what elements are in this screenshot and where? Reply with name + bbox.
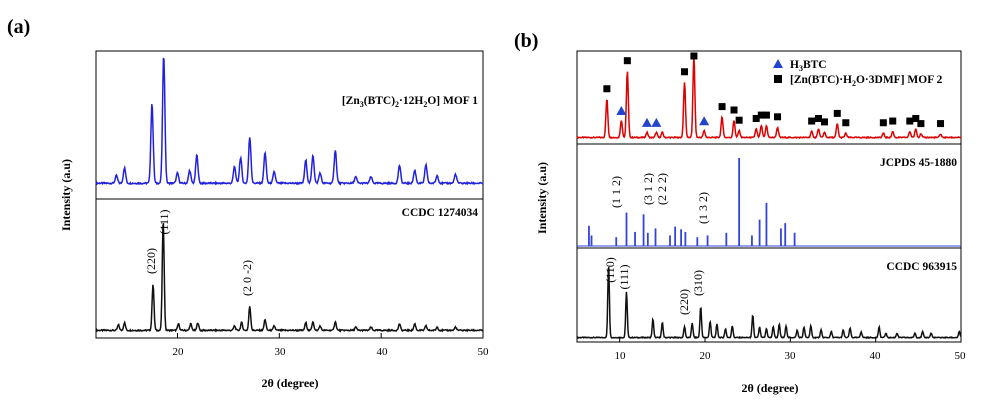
triangle-marker-icon	[616, 106, 627, 115]
y-axis-title: Intensity (a.u)	[59, 159, 73, 231]
square-marker-icon	[762, 111, 770, 119]
x-tick-label: 40	[377, 346, 389, 358]
mof1-pattern-line	[95, 57, 484, 186]
peak-annotation: (2 2 2)	[655, 173, 669, 205]
panel-a-frame-bottom	[95, 198, 484, 339]
panel-b-frame-top	[576, 50, 962, 145]
mof2-pattern-line	[576, 56, 962, 140]
square-marker-icon	[917, 120, 925, 128]
x-tick-label: 10	[615, 350, 627, 362]
triangle-marker-icon	[651, 117, 662, 127]
square-marker-icon	[937, 120, 945, 128]
square-marker-icon	[735, 116, 743, 124]
x-tick-label: 50	[955, 350, 967, 362]
triangle-marker-icon	[641, 117, 652, 127]
square-marker-icon	[774, 113, 782, 121]
panel-b-traces	[576, 52, 962, 342]
square-marker-icon	[718, 103, 726, 111]
x-tick-label: 30	[785, 350, 797, 362]
peak-annotation: (3 1 2)	[641, 173, 655, 205]
x-axis-title: 2θ (degree)	[261, 376, 318, 390]
peak-annotation: (310)	[691, 270, 705, 296]
square-marker-icon	[757, 111, 765, 119]
x-tick-label: 20	[700, 350, 712, 362]
panel-a-label: (a)	[7, 16, 30, 38]
square-marker-icon	[774, 75, 782, 83]
peak-annotation: (220)	[144, 248, 158, 274]
square-marker-icon	[690, 52, 698, 60]
series-label: CCDC 963915	[886, 261, 957, 273]
square-marker-icon	[842, 119, 850, 127]
square-marker-icon	[752, 114, 760, 122]
panel-a-x-axis: 20 30 40 50	[173, 333, 490, 358]
panel-a: (a) 20 30 40 50 2θ (degree) Intensity (a…	[7, 16, 489, 390]
x-axis-title: 2θ (degree)	[741, 381, 798, 395]
peak-annotation: (220)	[677, 289, 691, 315]
series-label: [Zn3(BTC)2·12H2O] MOF 1	[342, 95, 478, 109]
x-tick-label: 40	[870, 350, 882, 362]
peak-annotation: (1 1 2)	[609, 176, 623, 208]
square-marker-icon	[912, 115, 920, 122]
square-marker-icon	[889, 117, 897, 125]
ccdc-963915-pattern-line	[576, 267, 962, 340]
legend-label: H3BTC	[790, 59, 827, 73]
panel-b-label: (b)	[514, 30, 538, 52]
triangle-marker-icon	[699, 116, 710, 126]
legend-label: [Zn(BTC)·H2O·3DMF] MOF 2	[790, 74, 943, 88]
square-marker-icon	[623, 57, 631, 65]
square-marker-icon	[879, 119, 887, 127]
x-tick-label: 30	[275, 346, 287, 358]
square-marker-icon	[603, 85, 611, 93]
ccdc-1274034-pattern-line	[95, 222, 484, 333]
square-marker-icon	[808, 117, 816, 125]
peak-annotation: (2 0 -2)	[240, 260, 254, 296]
square-marker-icon	[814, 115, 822, 122]
peak-annotation: (111)	[617, 264, 631, 289]
x-tick-label: 20	[173, 346, 185, 358]
square-marker-icon	[820, 118, 828, 126]
square-marker-icon	[906, 117, 914, 125]
series-label: JCPDS 45-1880	[880, 157, 957, 169]
square-marker-icon	[730, 106, 738, 114]
x-tick-label: 50	[478, 346, 490, 358]
peak-annotation: (110)	[603, 257, 617, 283]
y-axis-title: Intensity (a.u)	[535, 162, 549, 234]
series-label: CCDC 1274034	[402, 207, 479, 219]
legend: H3BTC [Zn(BTC)·H2O·3DMF] MOF 2	[773, 59, 943, 88]
panel-a-traces	[95, 57, 484, 333]
peak-annotation: (1 3 2)	[696, 192, 710, 224]
square-marker-icon	[681, 68, 689, 76]
panel-b: (b) 10 20 30 40 50 2θ (degree) Intensity…	[514, 30, 966, 395]
triangle-marker-icon	[773, 59, 783, 68]
panel-b-frame-bottom	[576, 247, 962, 343]
peak-annotation: (111)	[157, 209, 171, 234]
square-marker-icon	[833, 109, 841, 117]
panel-b-x-axis: 10 20 30 40 50	[615, 350, 967, 362]
